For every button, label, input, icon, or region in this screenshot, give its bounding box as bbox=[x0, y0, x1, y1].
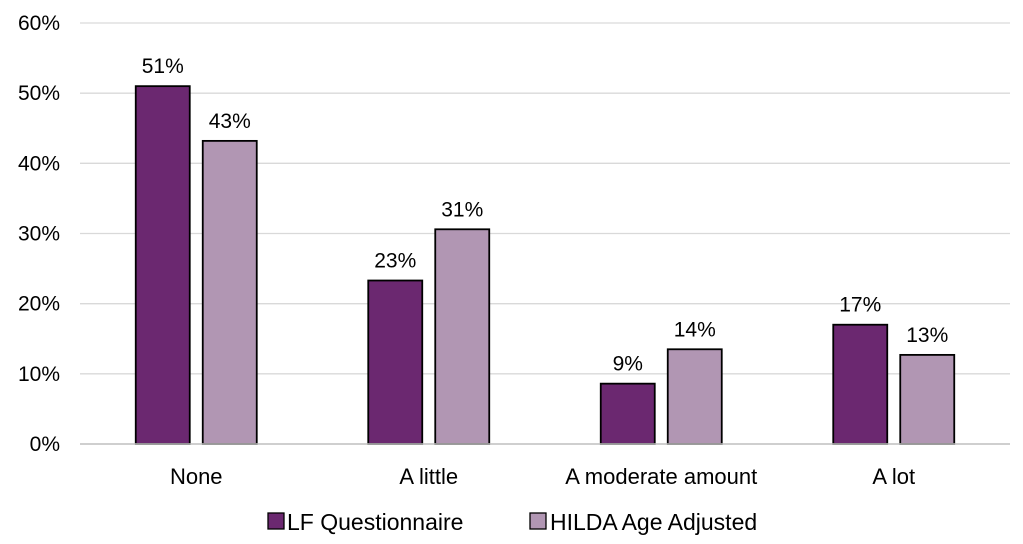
category-label-a-moderate-amount: A moderate amount bbox=[565, 464, 757, 489]
bar-hilda-age-adjusted-a-little bbox=[434, 228, 491, 445]
y-axis-tick-labels: 0% 10% 20% 30% 40% 50% 60% bbox=[18, 12, 60, 456]
y-tick-label: 50% bbox=[18, 82, 60, 105]
legend: LF Questionnaire HILDA Age Adjusted bbox=[267, 509, 757, 535]
category-label-a-little: A little bbox=[399, 464, 458, 489]
data-label-hilda-age-adjusted-a-lot: 13% bbox=[906, 324, 948, 347]
y-tick-label: 20% bbox=[18, 293, 60, 316]
legend-label-hilda-age-adjusted: HILDA Age Adjusted bbox=[550, 509, 757, 535]
bar-lf-questionnaire-a-little bbox=[367, 279, 424, 445]
data-label-hilda-age-adjusted-a-moderate-amount: 14% bbox=[674, 318, 716, 341]
bar-lf-questionnaire-none bbox=[134, 85, 191, 445]
data-label-lf-questionnaire-a-little: 23% bbox=[374, 250, 416, 273]
data-label-lf-questionnaire-a-lot: 17% bbox=[839, 294, 881, 317]
data-label-lf-questionnaire-none: 51% bbox=[142, 55, 184, 78]
category-label-none: None bbox=[170, 464, 223, 489]
legend-swatch-hilda-age-adjusted bbox=[529, 512, 547, 530]
data-label-hilda-age-adjusted-none: 43% bbox=[209, 110, 251, 133]
legend-label-lf-questionnaire: LF Questionnaire bbox=[287, 509, 463, 535]
y-tick-label: 60% bbox=[18, 12, 60, 35]
x-axis-category-labels: None A little A moderate amount A lot bbox=[170, 464, 915, 489]
bar-hilda-age-adjusted-none bbox=[201, 139, 258, 445]
bar-hilda-age-adjusted-a-lot bbox=[899, 353, 956, 445]
bar-lf-questionnaire-a-moderate-amount bbox=[599, 382, 656, 445]
data-label-hilda-age-adjusted-a-little: 31% bbox=[441, 198, 483, 221]
bars bbox=[134, 85, 956, 445]
data-label-lf-questionnaire-a-moderate-amount: 9% bbox=[613, 353, 643, 376]
bar-lf-questionnaire-a-lot bbox=[832, 323, 889, 445]
y-tick-label: 40% bbox=[18, 152, 60, 175]
category-label-a-lot: A lot bbox=[872, 464, 915, 489]
data-labels: 51% 43% 23% 31% 9% 14% 17% 13% bbox=[142, 55, 949, 376]
y-tick-label: 30% bbox=[18, 223, 60, 246]
legend-swatch-lf-questionnaire bbox=[267, 512, 285, 530]
y-tick-label: 0% bbox=[30, 433, 60, 456]
y-tick-label: 10% bbox=[18, 363, 60, 386]
bar-hilda-age-adjusted-a-moderate-amount bbox=[666, 348, 723, 445]
